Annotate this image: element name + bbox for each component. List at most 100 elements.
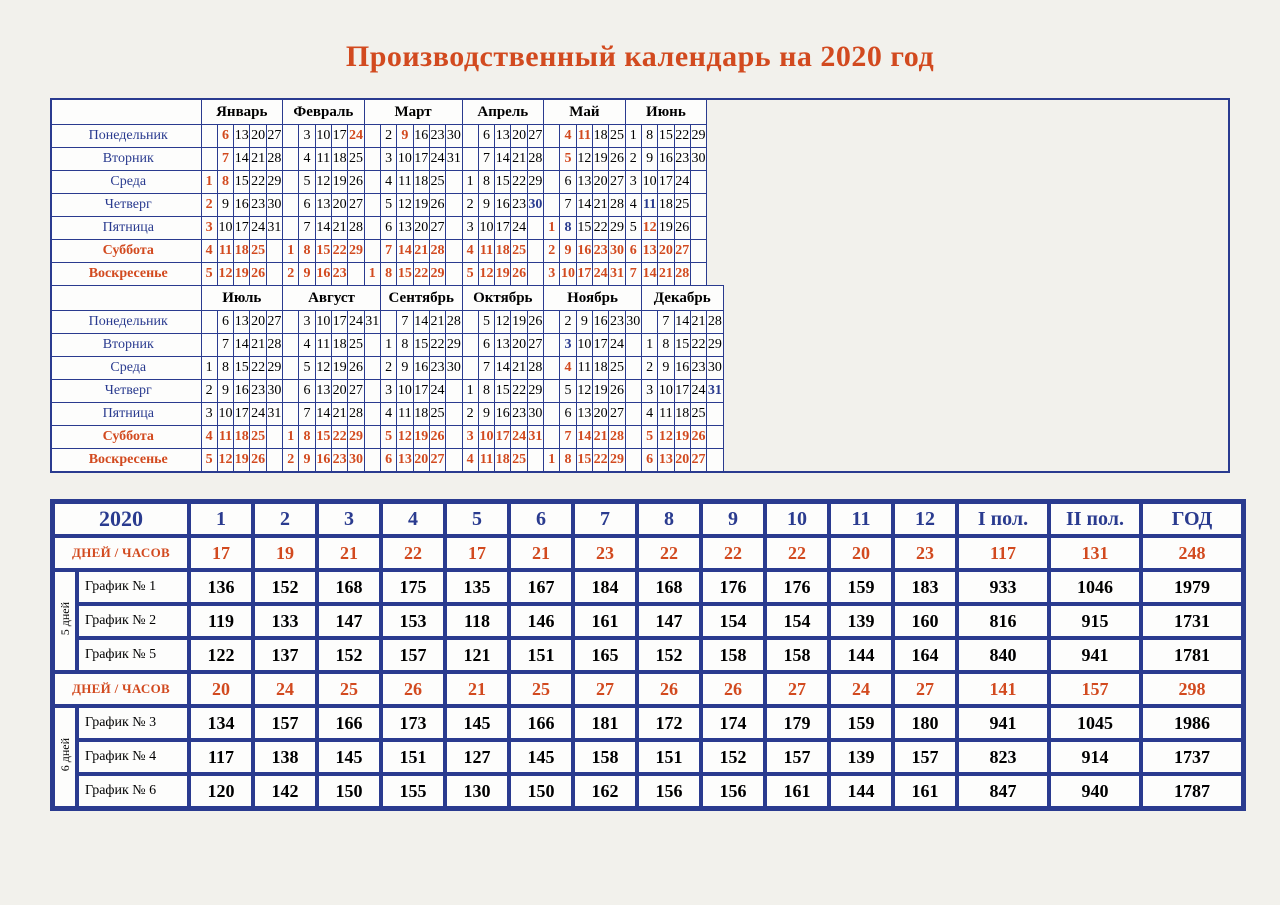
calendar-cell: 17	[234, 403, 250, 426]
calendar-cell: 17	[674, 380, 690, 403]
calendar-cell: 27	[690, 449, 706, 473]
calendar-cell	[544, 148, 560, 171]
calendar-cell: 4	[462, 449, 478, 473]
calendar-cell: 10	[315, 125, 331, 148]
summary-value: 823	[958, 741, 1048, 773]
calendar-cell: 12	[217, 449, 233, 473]
calendar-cell: 1	[544, 449, 560, 473]
calendar-cell: 26	[690, 426, 706, 449]
calendar-cell	[641, 311, 657, 334]
calendar-cell: 25	[429, 171, 445, 194]
calendar-cell	[364, 148, 380, 171]
calendar-cell: 8	[641, 125, 657, 148]
calendar-cell	[544, 311, 560, 334]
calendar-cell: 24	[511, 426, 527, 449]
weekday-label: Суббота	[51, 240, 201, 263]
calendar-cell: 5	[201, 263, 217, 286]
calendar-cell: 1	[641, 334, 657, 357]
calendar-cell: 24	[348, 311, 364, 334]
summary-value: 26	[702, 673, 764, 705]
calendar-cell: 16	[576, 240, 592, 263]
summary-value: 154	[702, 605, 764, 637]
calendar-cell: 10	[658, 380, 674, 403]
calendar-cell: 23	[250, 194, 266, 217]
calendar-cell	[364, 334, 380, 357]
summary-value: 145	[510, 741, 572, 773]
summary-value: 1731	[1142, 605, 1242, 637]
calendar-cell: 18	[593, 125, 609, 148]
calendar-cell: 12	[315, 171, 331, 194]
summary-month-head: 9	[702, 503, 764, 535]
summary-value: 22	[702, 537, 764, 569]
calendar-cell: 2	[283, 263, 299, 286]
calendar-cell: 23	[593, 240, 609, 263]
summary-value: 941	[1050, 639, 1140, 671]
calendar-cell: 15	[495, 380, 511, 403]
calendar-cell: 25	[690, 403, 706, 426]
calendar-cell: 1	[201, 171, 217, 194]
calendar-cell: 10	[478, 217, 494, 240]
calendar-cell: 10	[217, 403, 233, 426]
summary-value: 27	[894, 673, 956, 705]
calendar-cell: 6	[217, 125, 233, 148]
summary-value: 22	[638, 537, 700, 569]
summary-value: 138	[254, 741, 316, 773]
calendar-cell: 31	[609, 263, 625, 286]
calendar-cell: 22	[413, 263, 429, 286]
calendar-cell: 11	[217, 240, 233, 263]
calendar-cell: 27	[429, 217, 445, 240]
calendar-cell: 19	[593, 148, 609, 171]
calendar-cell: 3	[299, 125, 315, 148]
calendar-cell: 8	[217, 171, 233, 194]
calendar-cell: 30	[625, 311, 641, 334]
summary-value: 152	[638, 639, 700, 671]
month-header: Май	[544, 99, 626, 125]
calendar-cell: 26	[429, 194, 445, 217]
calendar-cell	[446, 426, 462, 449]
summary-value: 150	[318, 775, 380, 807]
calendar-cell: 1	[544, 217, 560, 240]
calendar-cell	[446, 171, 462, 194]
summary-value: 21	[318, 537, 380, 569]
calendar-cell: 30	[446, 125, 462, 148]
calendar-cell: 21	[690, 311, 706, 334]
summary-month-head: 1	[190, 503, 252, 535]
summary-value: 25	[318, 673, 380, 705]
calendar-cell: 26	[250, 449, 266, 473]
calendar-cell: 17	[332, 311, 348, 334]
calendar-cell	[462, 125, 478, 148]
summary-section: 2020123456789101112I пол.II пол.ГОДДНЕЙ …	[50, 499, 1230, 811]
calendar-cell: 31	[364, 311, 380, 334]
calendar-cell	[544, 426, 560, 449]
calendar-cell: 8	[478, 171, 494, 194]
calendar-cell: 23	[511, 194, 527, 217]
calendar-cell: 27	[527, 125, 543, 148]
calendar-cell: 20	[511, 334, 527, 357]
calendar-cell: 18	[332, 334, 348, 357]
calendar-cell	[527, 263, 543, 286]
calendar-cell: 24	[690, 380, 706, 403]
calendar-cell: 4	[299, 148, 315, 171]
weekday-label: Четверг	[51, 380, 201, 403]
calendar-cell: 4	[560, 125, 576, 148]
summary-value: 130	[446, 775, 508, 807]
calendar-cell: 5	[201, 449, 217, 473]
calendar-cell: 1	[462, 171, 478, 194]
calendar-cell	[690, 194, 706, 217]
calendar-cell: 26	[250, 263, 266, 286]
calendar-cell: 11	[397, 403, 413, 426]
calendar-cell: 27	[674, 240, 690, 263]
calendar-cell: 20	[250, 125, 266, 148]
calendar-cell: 7	[478, 148, 494, 171]
summary-value: 22	[766, 537, 828, 569]
calendar-cell: 20	[593, 171, 609, 194]
calendar-cell: 15	[576, 449, 592, 473]
summary-month-head: 3	[318, 503, 380, 535]
calendar-cell: 12	[576, 380, 592, 403]
calendar-cell: 19	[495, 263, 511, 286]
summary-value: 27	[574, 673, 636, 705]
calendar-cell: 17	[413, 148, 429, 171]
calendar-cell	[283, 125, 299, 148]
calendar-cell: 20	[511, 125, 527, 148]
summary-value: 164	[894, 639, 956, 671]
